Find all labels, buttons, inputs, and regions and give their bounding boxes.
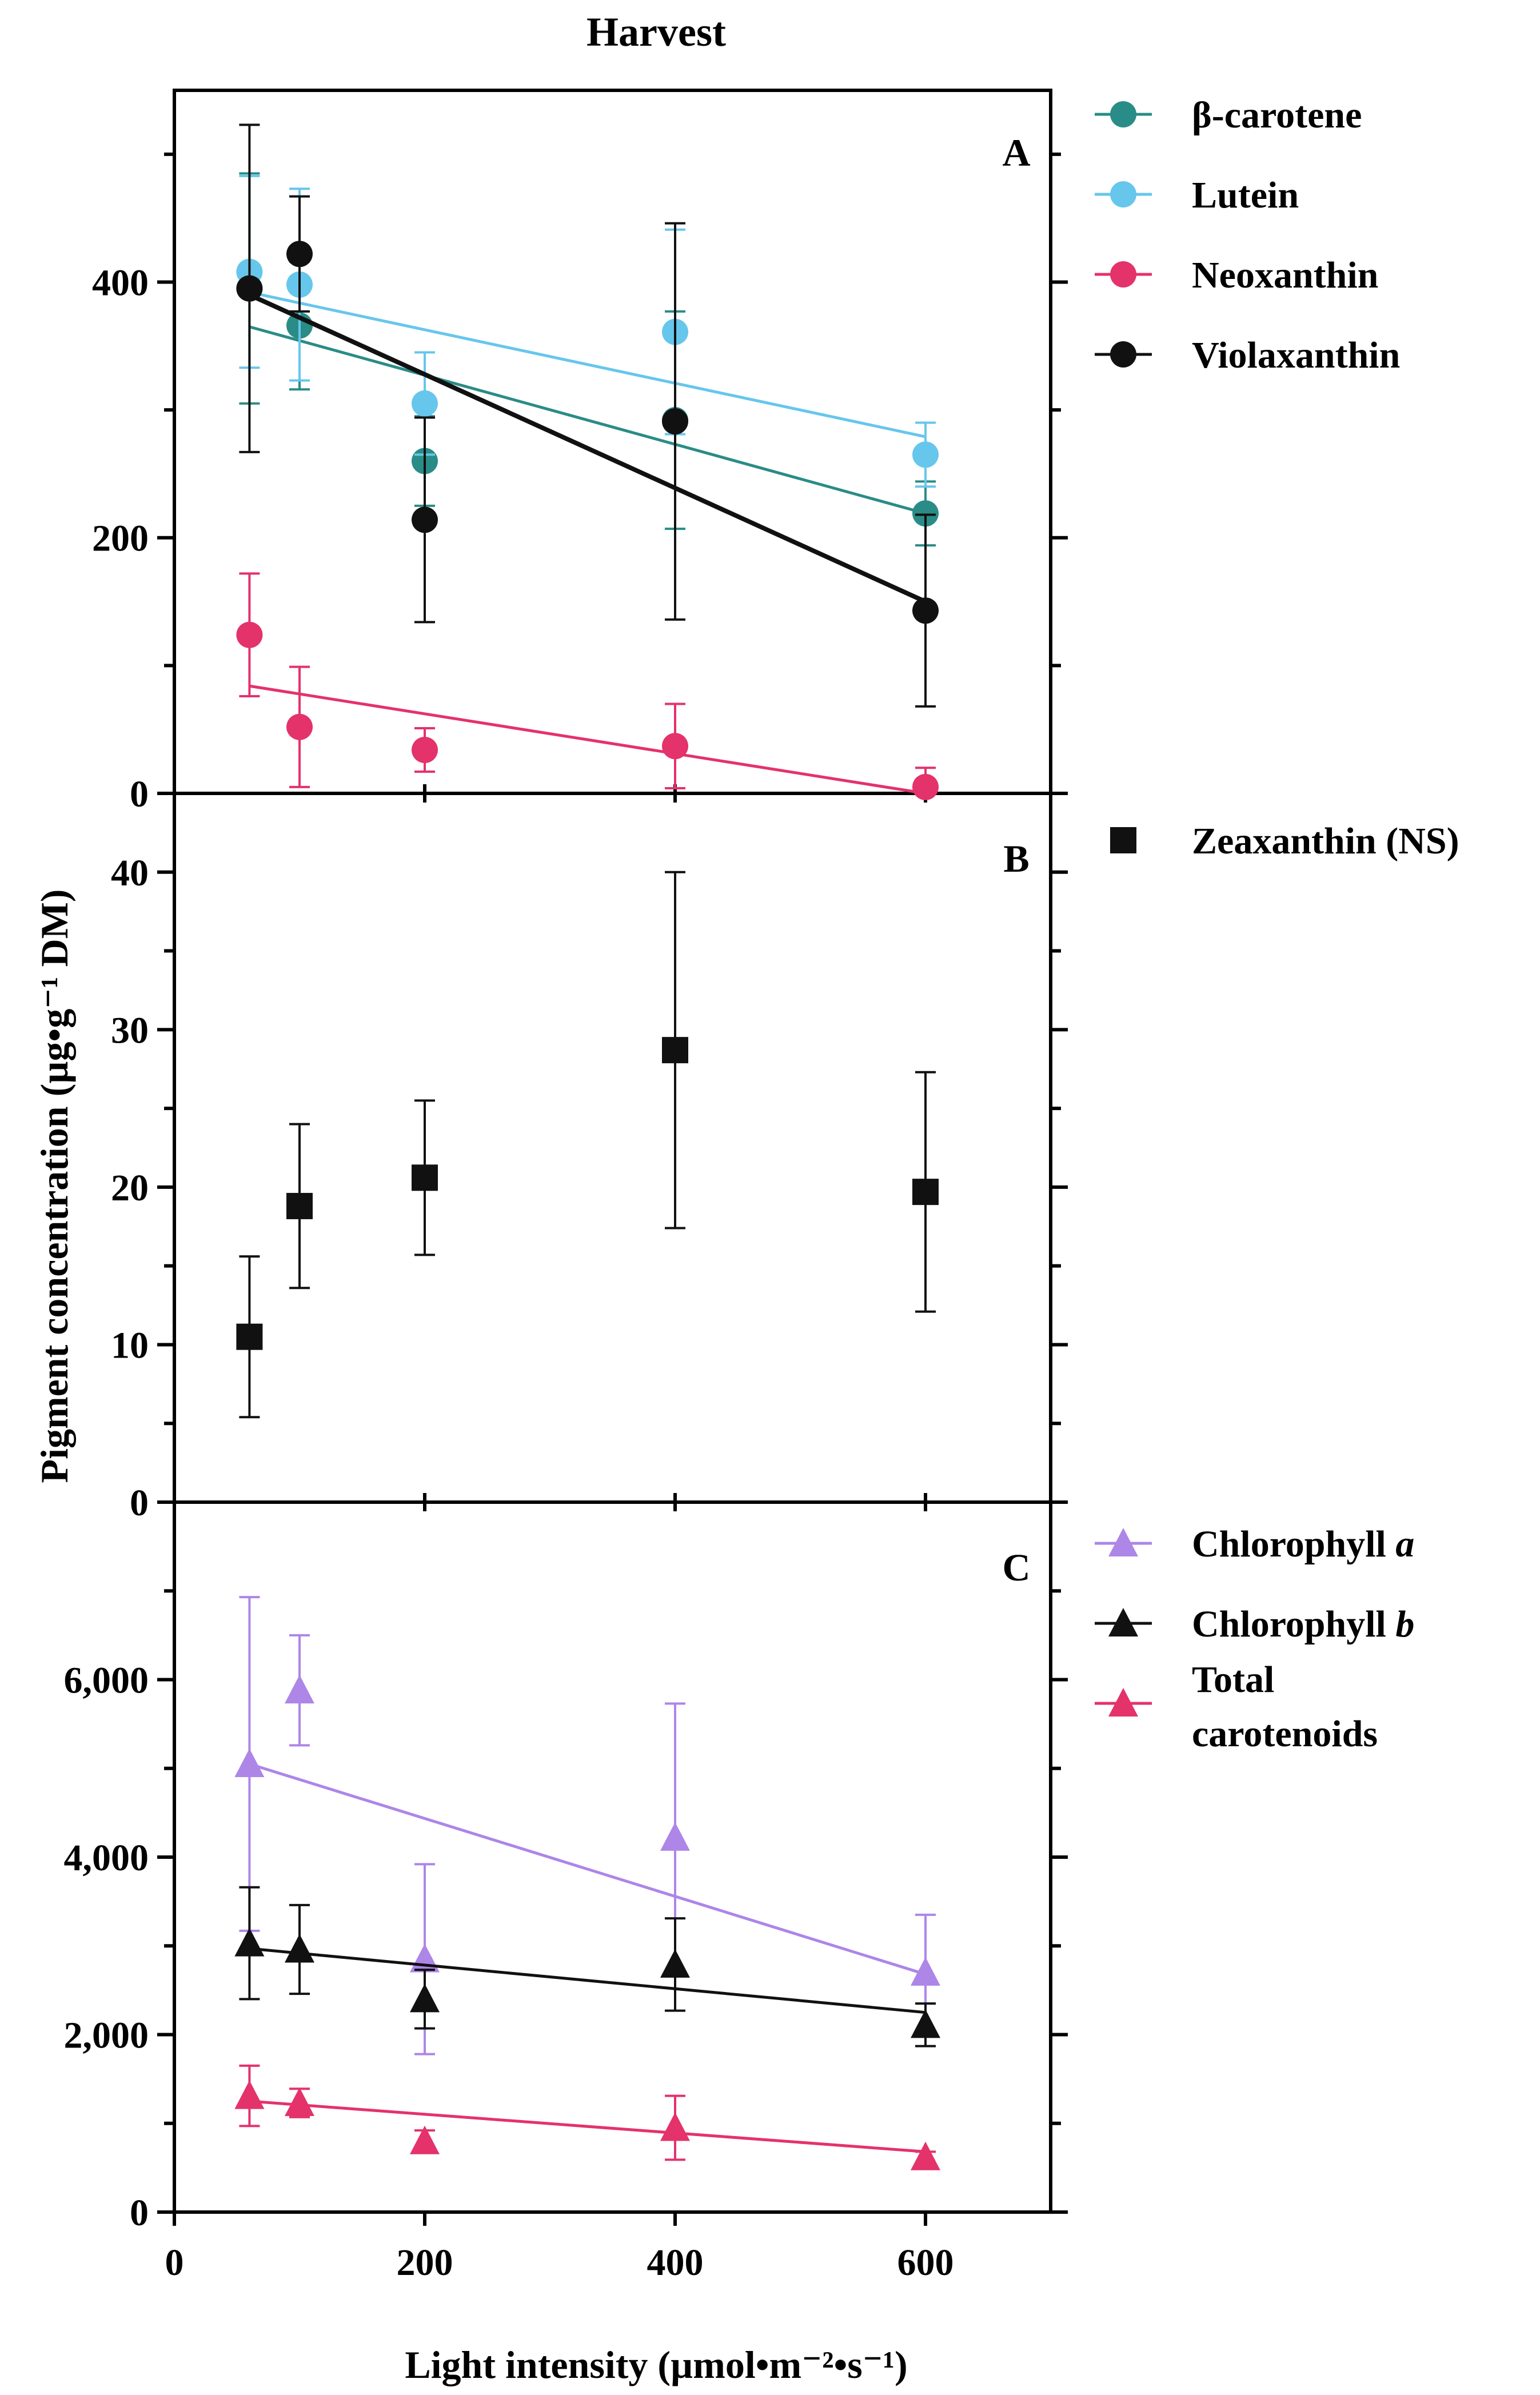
-carotene-fit-line	[249, 325, 926, 515]
y-tick-label: 200	[92, 518, 149, 560]
lutein-point	[912, 441, 939, 468]
-carotene-legend-label: β-carotene	[1192, 94, 1362, 136]
y-tick-label: 2,000	[64, 2015, 149, 2057]
chlorophyll-b-point	[660, 1949, 690, 1978]
total-carotenoids-point	[410, 2125, 440, 2154]
-carotene-point	[912, 500, 939, 527]
chlorophyll-b-legend-label: Chlorophyll b	[1192, 1603, 1414, 1645]
x-tick-label: 0	[165, 2242, 184, 2284]
x-tick-label: 400	[647, 2242, 704, 2284]
chlorophyll-a-point	[410, 1943, 440, 1973]
zeaxanthin-ns--legend-marker	[1110, 827, 1136, 853]
violaxanthin-point	[236, 275, 263, 302]
y-tick-label: 4,000	[64, 1837, 149, 1879]
violaxanthin-point	[912, 597, 939, 624]
y-tick-label: 0	[130, 1482, 149, 1524]
chlorophyll-b-fit-line	[249, 1947, 926, 2014]
y-axis-label: Pigment concentration (µg•g⁻¹ DM)	[33, 889, 76, 1483]
chlorophyll-a-point	[660, 1822, 690, 1851]
chlorophyll-b-point	[285, 1934, 314, 1963]
plot-frame	[173, 89, 1052, 2214]
zeaxanthin-ns--point	[912, 1179, 939, 1206]
total-carotenoids-point	[660, 2112, 690, 2141]
violaxanthin-point	[662, 408, 688, 435]
neoxanthin-legend-marker	[1110, 261, 1136, 288]
y-tick-label: 400	[92, 262, 149, 304]
zeaxanthin-ns--point	[286, 1192, 313, 1219]
chlorophyll-b-point	[410, 1983, 440, 2013]
total-carotenoids-legend-label: carotenoids	[1192, 1713, 1378, 1755]
violaxanthin-legend-marker	[1110, 341, 1136, 368]
y-tick-label: 10	[111, 1324, 149, 1366]
chlorophyll-b-point	[911, 2009, 940, 2038]
panel-label: B	[1003, 837, 1029, 880]
chlorophyll-a-fit-line	[249, 1762, 926, 1976]
x-tick-label: 600	[897, 2242, 954, 2284]
total-carotenoids-fit-line	[249, 2099, 926, 2153]
-carotene-legend-marker	[1110, 101, 1136, 127]
y-tick-label: 30	[111, 1009, 149, 1051]
neoxanthin-legend-label: Neoxanthin	[1192, 254, 1378, 296]
y-tick-label: 6,000	[64, 1660, 149, 1702]
neoxanthin-point	[912, 773, 939, 800]
lutein-legend-marker	[1110, 181, 1136, 207]
total-carotenoids-legend-marker	[1108, 1688, 1138, 1717]
lutein-legend-label: Lutein	[1192, 174, 1299, 216]
x-tick-label: 200	[397, 2242, 453, 2284]
violaxanthin-legend-label: Violaxanthin	[1192, 334, 1400, 376]
zeaxanthin-ns--point	[412, 1164, 438, 1191]
neoxanthin-point	[286, 713, 313, 740]
chlorophyll-a-legend-marker	[1108, 1528, 1138, 1556]
neoxanthin-point	[236, 621, 263, 648]
violaxanthin-point	[412, 506, 438, 533]
y-tick-label: 40	[111, 852, 149, 894]
y-tick-label: 0	[130, 2192, 149, 2234]
violaxanthin-point	[286, 241, 313, 268]
chlorophyll-a-point	[285, 1675, 314, 1704]
neoxanthin-fit-line	[249, 684, 926, 795]
zeaxanthin-ns--legend-label: Zeaxanthin (NS)	[1192, 820, 1459, 862]
chlorophyll-a-point	[234, 1748, 265, 1777]
chart-title: Harvest	[587, 9, 726, 55]
zeaxanthin-ns--point	[662, 1037, 688, 1064]
lutein-point	[412, 390, 438, 417]
neoxanthin-point	[662, 733, 688, 760]
chlorophyll-a-legend-label: Chlorophyll a	[1192, 1523, 1414, 1565]
total-carotenoids-point	[234, 2080, 265, 2109]
chlorophyll-b-point	[234, 1927, 265, 1957]
plot-area: 0 200 400 6000200400Aβ-caroteneLuteinNeoxan…	[64, 89, 1459, 2284]
total-carotenoids-point	[285, 2087, 314, 2117]
total-carotenoids-legend-label: Total	[1192, 1659, 1274, 1701]
lutein-fit-line	[249, 290, 926, 438]
violaxanthin-fit-line	[248, 293, 927, 604]
y-tick-label: 20	[111, 1167, 149, 1209]
panel-label: C	[1002, 1546, 1030, 1589]
y-tick-label: 0	[130, 773, 149, 815]
total-carotenoids-point	[911, 2141, 940, 2170]
zeaxanthin-ns--point	[236, 1323, 263, 1350]
x-axis-label: Light intensity (µmol•m⁻²•s⁻¹)	[405, 2343, 907, 2386]
chlorophyll-a-point	[911, 1957, 940, 1986]
neoxanthin-point	[412, 736, 438, 763]
chlorophyll-b-legend-marker	[1108, 1608, 1138, 1636]
panel-label: A	[1002, 131, 1030, 174]
